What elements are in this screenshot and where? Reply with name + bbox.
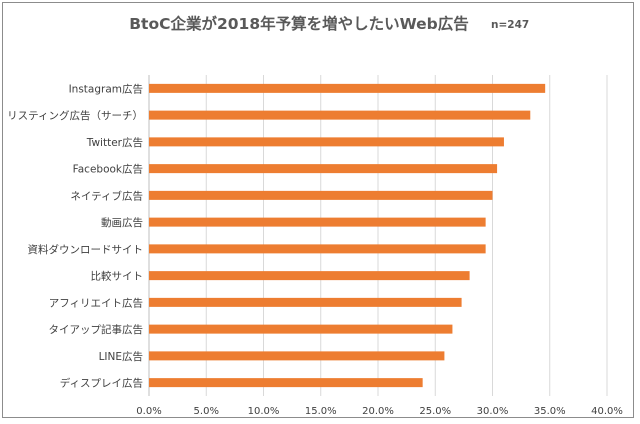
x-tick-label: 5.0% [194, 406, 219, 417]
category-label: 動画広告 [101, 216, 143, 229]
bar [149, 378, 423, 388]
bars [149, 83, 546, 388]
category-label: アフィリエイト広告 [49, 296, 143, 309]
bar [149, 244, 486, 254]
x-tick-label: 15.0% [305, 406, 337, 417]
category-label: ディスプレイ広告 [60, 377, 143, 390]
bar [149, 137, 504, 147]
x-tick-label: 0.0% [136, 406, 161, 417]
bar [149, 351, 445, 361]
x-tick-label: 20.0% [362, 406, 394, 417]
bar [149, 83, 546, 93]
category-label: LINE広告 [99, 350, 143, 363]
bar [149, 190, 493, 200]
category-label: Facebook広告 [73, 163, 143, 176]
category-label: ネイティブ広告 [70, 189, 143, 202]
x-tick-label: 40.0% [591, 406, 623, 417]
category-label: 比較サイト [91, 270, 144, 283]
category-label: Instagram広告 [69, 82, 143, 95]
x-tick-labels: 0.0% 5.0% 10.0% 15.0% 20.0% 25.0% 30.0% 35.0% 40… [136, 406, 623, 417]
gridlines [148, 75, 608, 396]
category-label: Twitter広告 [86, 136, 143, 149]
chart-subtitle: n=247 [491, 19, 529, 31]
chart-title: BtoC企業が2018年予算を増やしたいWeb広告 [129, 14, 469, 33]
bar-chart: BtoC企業が2018年予算を増やしたいWeb広告 n=247 Instagra… [7, 14, 623, 417]
category-label: リスティング広告（サーチ） [7, 109, 143, 122]
bar [149, 324, 453, 334]
bar [149, 164, 498, 174]
x-tick-label: 25.0% [419, 406, 451, 417]
bar [149, 217, 486, 227]
category-label: 資料ダウンロードサイト [28, 243, 144, 256]
x-tick-label: 10.0% [248, 406, 280, 417]
bar [149, 271, 470, 281]
x-tick-label: 35.0% [534, 406, 566, 417]
chart-frame: BtoC企業が2018年予算を増やしたいWeb広告 n=247 Instagra… [2, 2, 634, 418]
bar [149, 110, 531, 120]
category-label: タイアップ記事広告 [49, 323, 144, 336]
bar [149, 297, 462, 307]
x-tick-label: 30.0% [477, 406, 509, 417]
